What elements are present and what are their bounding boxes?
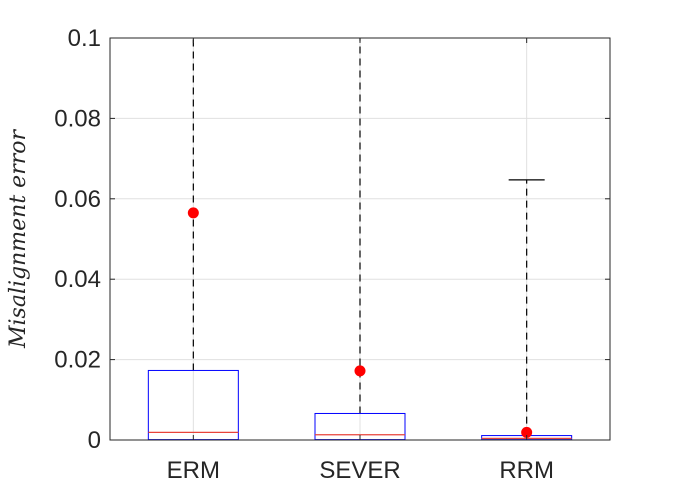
x-tick-label: RRM bbox=[499, 457, 554, 484]
y-tick-label: 0.06 bbox=[54, 186, 101, 213]
axis-ticks: 0 0.02 0.04 0.06 0.08 0.1 ERM SEVER RRM bbox=[54, 25, 610, 484]
mean-marker bbox=[354, 365, 366, 377]
y-axis-label: Misalignment error bbox=[6, 129, 31, 349]
y-tick-label: 0.08 bbox=[54, 105, 101, 132]
y-tick-label: 0 bbox=[88, 427, 101, 454]
y-tick-label: 0.02 bbox=[54, 347, 101, 374]
x-tick-label: SEVER bbox=[319, 457, 400, 484]
y-tick-label: 0.1 bbox=[68, 25, 101, 52]
x-tick-label: ERM bbox=[167, 457, 220, 484]
mean-marker bbox=[187, 207, 199, 219]
mean-marker bbox=[521, 426, 533, 438]
y-tick-label: 0.04 bbox=[54, 266, 101, 293]
